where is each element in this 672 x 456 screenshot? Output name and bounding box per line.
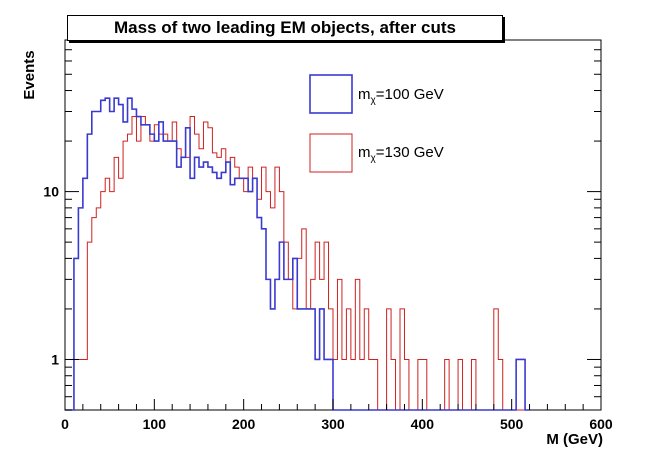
x-tick-label: 200 [232, 416, 256, 432]
legend-entry-130: mχ=130 GeV [358, 144, 444, 164]
x-tick-label: 0 [61, 416, 69, 432]
x-tick-label: 400 [411, 416, 435, 432]
legend-entry-100: mχ=100 GeV [358, 86, 444, 106]
legend-label-100-main: m [358, 86, 371, 103]
x-tick-label: 300 [321, 416, 345, 432]
legend-label-130-main: m [358, 144, 371, 161]
y-tick-label: 1 [51, 351, 59, 367]
chart-title-text: Mass of two leading EM objects, after cu… [114, 18, 456, 37]
x-tick-label: 600 [589, 416, 613, 432]
legend-label-130-suffix: =130 GeV [375, 144, 444, 161]
legend-swatch-130 [309, 133, 353, 173]
x-tick-label: 100 [143, 416, 167, 432]
legend-label-100-suffix: =100 GeV [375, 86, 444, 103]
x-tick-label: 500 [500, 416, 524, 432]
x-axis-label: M (GeV) [546, 431, 603, 448]
legend-label-130-sub: χ [370, 153, 376, 164]
y-axis-label: Events [21, 50, 38, 99]
legend-label-100-sub: χ [370, 95, 376, 106]
y-tick-label: 10 [43, 184, 59, 200]
chart-title: Mass of two leading EM objects, after cu… [67, 15, 503, 41]
histogram-series-0 [65, 97, 530, 411]
legend-swatch-100 [309, 74, 353, 114]
